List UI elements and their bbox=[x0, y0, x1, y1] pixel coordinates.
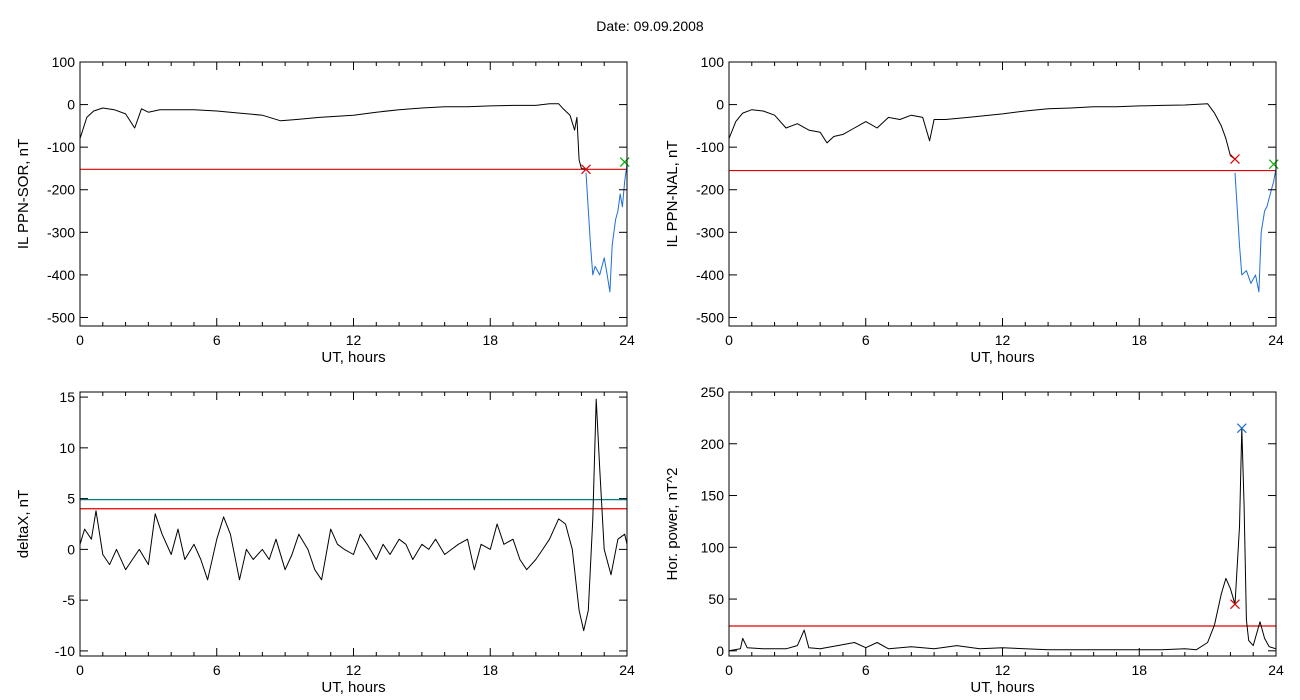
x-tick-label: 24 bbox=[1268, 332, 1284, 348]
x-tick-label: 24 bbox=[619, 662, 635, 678]
marker-power-0 bbox=[1230, 599, 1240, 610]
x-tick-label: 0 bbox=[76, 662, 84, 678]
chart-panel-power: 0 6 12 18 24 250 200 150 100 50 0 UT, hours Hor. pow… bbox=[664, 384, 1284, 696]
x-tick-label: 18 bbox=[482, 332, 498, 348]
series-line-sor-0 bbox=[79, 103, 587, 170]
plot-frame-sor bbox=[79, 61, 628, 327]
x-tick-label: 6 bbox=[862, 662, 870, 678]
y-tick-label: -400 bbox=[696, 267, 724, 283]
y-tick-label: 100 bbox=[52, 54, 76, 70]
chart-panel-sor: 0 6 12 18 24 100 0 -100 -200 -300 -400 -500 UT, hour… bbox=[15, 54, 635, 366]
plot-frame-deltax bbox=[79, 391, 628, 657]
y-tick-label: 200 bbox=[701, 436, 725, 452]
series-line-nal-1 bbox=[1234, 168, 1277, 293]
y-tick-label: 100 bbox=[701, 539, 725, 555]
y-tick-label: 250 bbox=[701, 384, 725, 400]
y-tick-label: 100 bbox=[701, 54, 725, 70]
x-tick-label: 6 bbox=[862, 332, 870, 348]
series-line-power-0 bbox=[728, 427, 1277, 652]
y-tick-label: -100 bbox=[47, 139, 75, 155]
y-tick-label: 0 bbox=[67, 541, 75, 557]
x-tick-label: 18 bbox=[482, 662, 498, 678]
series-line-deltax-0 bbox=[79, 398, 628, 632]
chart-panel-deltax: 0 6 12 18 24 15 10 5 0 -5 -10 UT, hours deltaX, nT bbox=[15, 389, 635, 696]
y-tick-label: 5 bbox=[67, 491, 75, 507]
x-axis-label: UT, hours bbox=[970, 349, 1034, 366]
x-tick-label: 12 bbox=[346, 332, 362, 348]
x-tick-label: 24 bbox=[1268, 662, 1284, 678]
y-tick-label: 150 bbox=[701, 488, 725, 504]
y-axis-label: Hor. power, nT^2 bbox=[664, 468, 681, 581]
x-tick-label: 0 bbox=[725, 662, 733, 678]
x-tick-label: 12 bbox=[995, 662, 1011, 678]
y-axis-label: IL PPN-SOR, nT bbox=[15, 139, 32, 249]
y-tick-label: -500 bbox=[696, 309, 724, 325]
x-tick-label: 18 bbox=[1131, 662, 1147, 678]
x-tick-label: 24 bbox=[619, 332, 635, 348]
y-tick-label: -10 bbox=[55, 643, 75, 659]
x-tick-label: 6 bbox=[213, 662, 221, 678]
y-tick-label: 50 bbox=[708, 591, 724, 607]
x-tick-label: 12 bbox=[995, 332, 1011, 348]
x-axis-label: UT, hours bbox=[970, 679, 1034, 696]
y-tick-label: -5 bbox=[63, 592, 76, 608]
marker-sor-1 bbox=[619, 157, 630, 167]
y-tick-label: 15 bbox=[59, 389, 75, 405]
x-axis-label: UT, hours bbox=[321, 349, 385, 366]
chart-panel-nal: 0 6 12 18 24 100 0 -100 -200 -300 -400 -500 UT, hour… bbox=[664, 54, 1284, 366]
marker-stroke bbox=[1230, 154, 1240, 165]
x-tick-label: 12 bbox=[346, 662, 362, 678]
y-axis-label: deltaX, nT bbox=[15, 490, 32, 558]
y-tick-label: 0 bbox=[716, 643, 724, 659]
y-tick-label: -200 bbox=[696, 182, 724, 198]
marker-sor-0 bbox=[581, 164, 591, 175]
series-line-nal-0 bbox=[728, 103, 1236, 160]
x-tick-label: 0 bbox=[725, 332, 733, 348]
y-tick-label: -300 bbox=[47, 224, 75, 240]
x-axis-label: UT, hours bbox=[321, 679, 385, 696]
x-tick-label: 6 bbox=[213, 332, 221, 348]
marker-power-1 bbox=[1236, 423, 1247, 434]
marker-nal-1 bbox=[1268, 159, 1279, 170]
y-tick-label: 0 bbox=[67, 97, 75, 113]
marker-stroke bbox=[1230, 599, 1240, 610]
y-tick-label: -200 bbox=[47, 182, 75, 198]
marker-stroke bbox=[1236, 423, 1247, 434]
y-axis-label: IL PPN-NAL, nT bbox=[664, 141, 681, 248]
plot-frame-nal bbox=[728, 61, 1277, 327]
y-tick-label: -100 bbox=[696, 139, 724, 155]
marker-nal-0 bbox=[1230, 154, 1240, 165]
y-tick-label: -500 bbox=[47, 309, 75, 325]
x-tick-label: 18 bbox=[1131, 332, 1147, 348]
plot-frame-power bbox=[728, 391, 1277, 657]
marker-stroke bbox=[619, 157, 630, 167]
y-tick-label: -400 bbox=[47, 267, 75, 283]
y-tick-label: 0 bbox=[716, 97, 724, 113]
x-tick-label: 0 bbox=[76, 332, 84, 348]
page-title: Date: 09.09.2008 bbox=[596, 18, 704, 34]
marker-stroke bbox=[1268, 159, 1279, 170]
series-line-sor-1 bbox=[585, 164, 628, 293]
y-tick-label: 10 bbox=[59, 440, 75, 456]
y-tick-label: -300 bbox=[696, 224, 724, 240]
marker-stroke bbox=[581, 164, 591, 175]
